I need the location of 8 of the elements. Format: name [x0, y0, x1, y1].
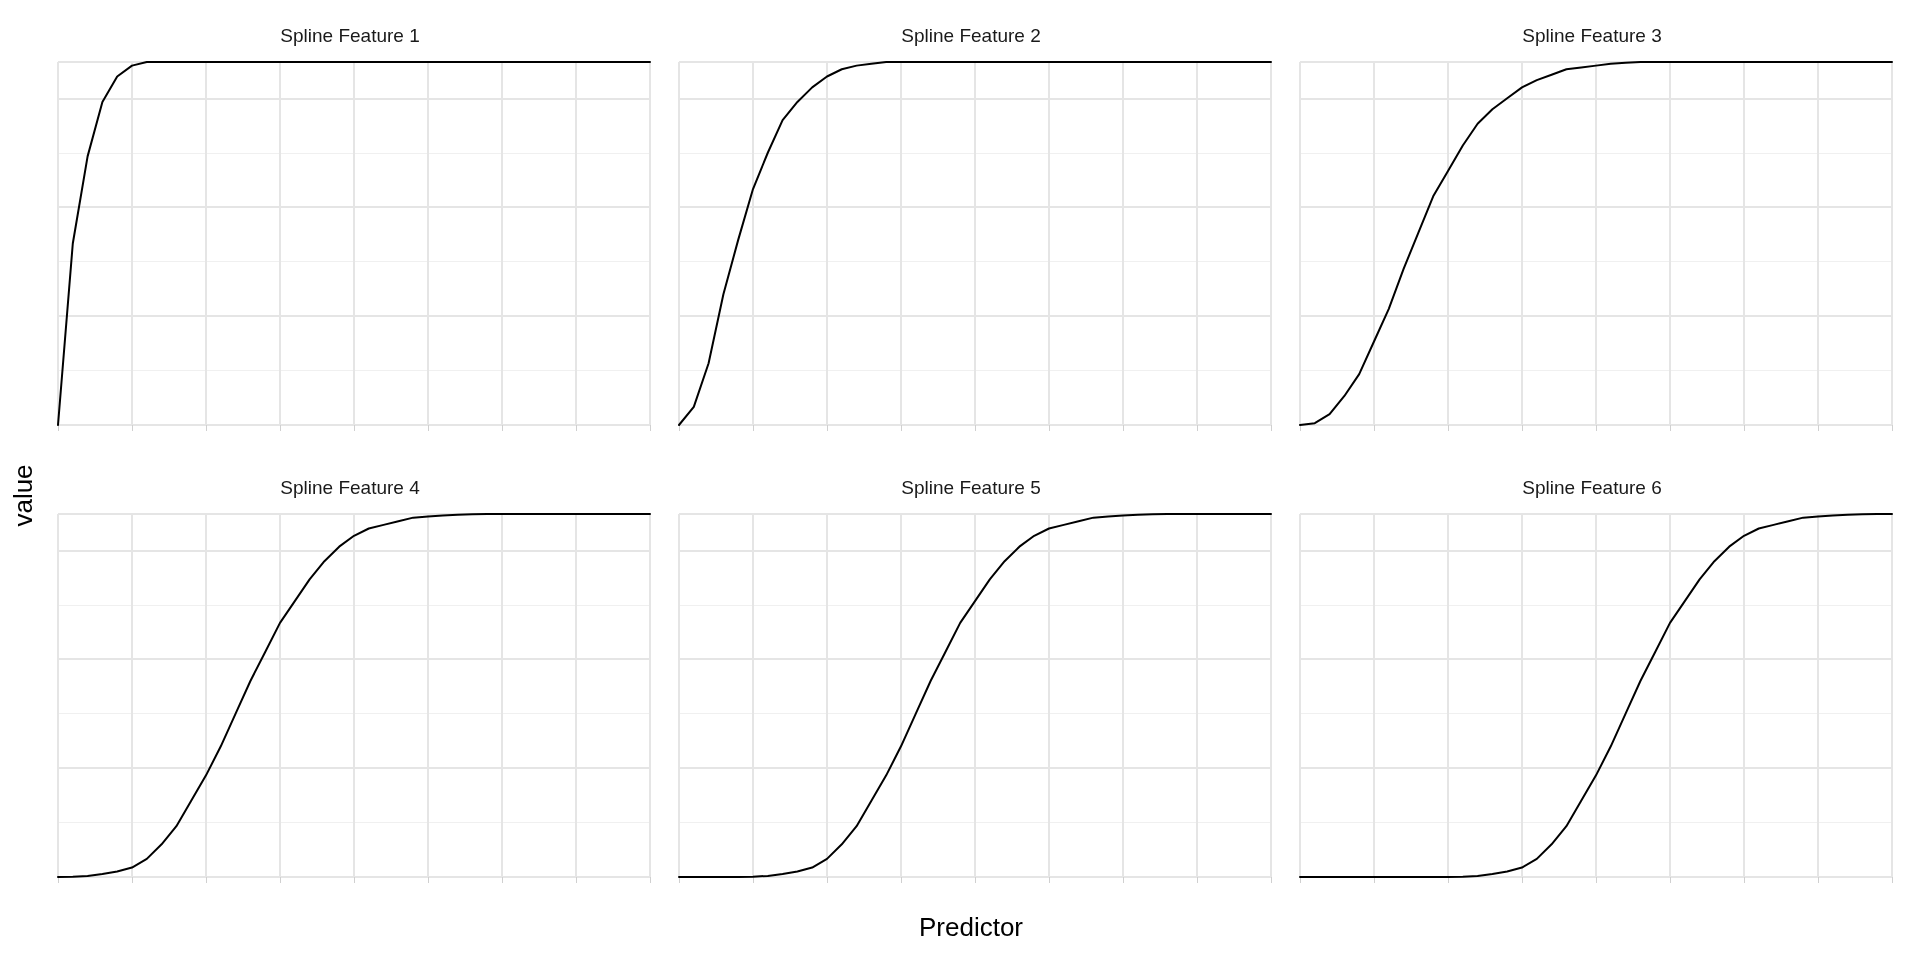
x-axis-title: Predictor — [918, 912, 1024, 943]
chart-title: Spline Feature 6 — [1522, 477, 1662, 498]
chart-title: Spline Feature 4 — [280, 477, 421, 498]
chart-title: Spline Feature 2 — [901, 25, 1041, 46]
y-axis-title: value — [7, 464, 39, 527]
chart-title: Spline Feature 3 — [1522, 25, 1662, 46]
chart-title: Spline Feature 5 — [901, 477, 1041, 498]
chart-title: Spline Feature 1 — [280, 25, 420, 46]
